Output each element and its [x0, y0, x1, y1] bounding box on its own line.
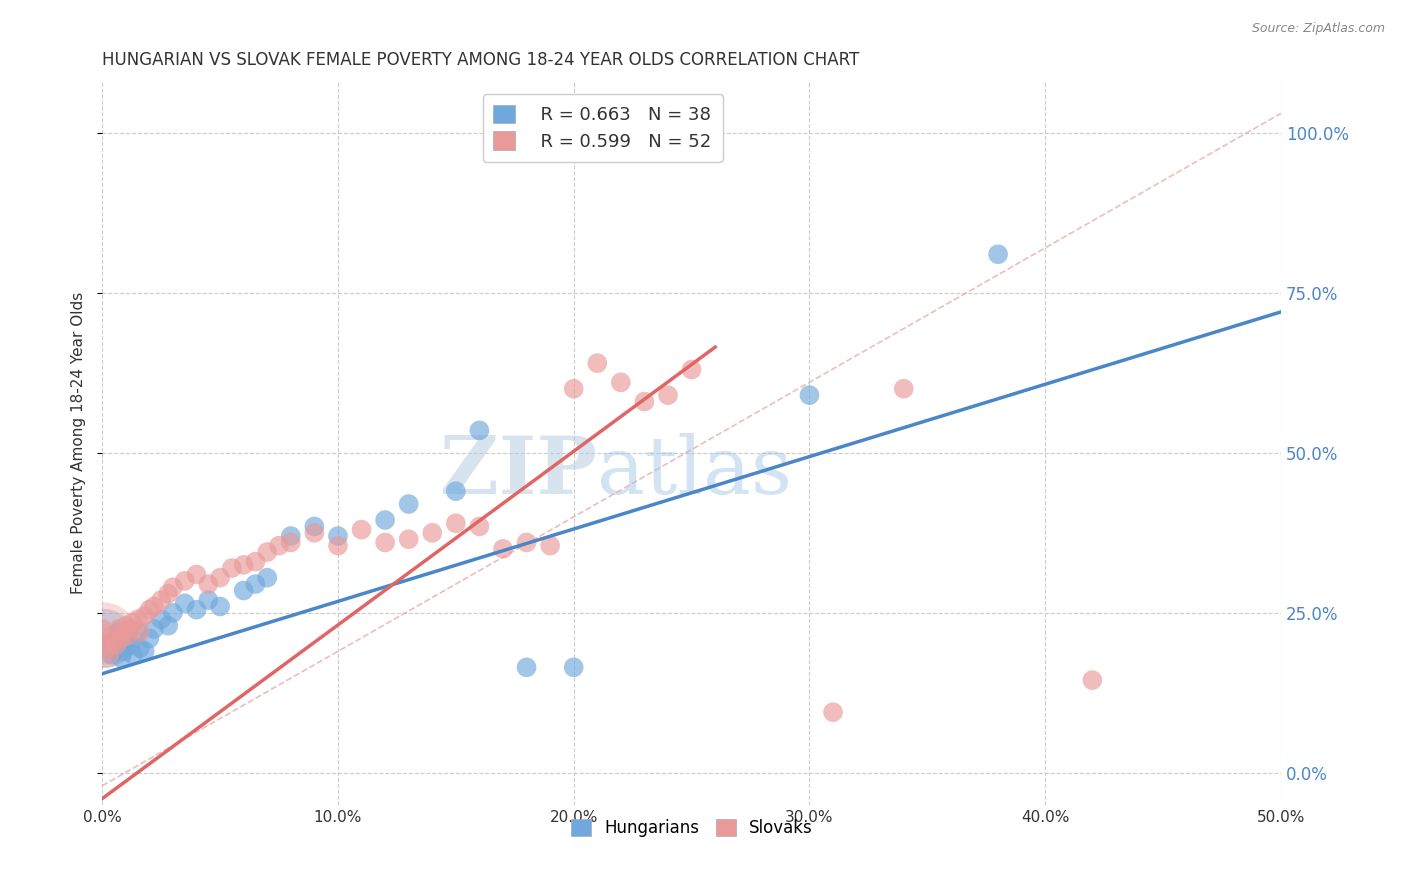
- Point: [120, 622, 142, 636]
- Point: [420, 525, 443, 540]
- Point: [138, 632, 160, 646]
- Point: [129, 641, 152, 656]
- Point: [107, 625, 129, 640]
- Point: [112, 625, 135, 640]
- Point: [799, 388, 821, 402]
- Point: [186, 603, 208, 617]
- Point: [143, 599, 166, 614]
- Point: [280, 535, 302, 549]
- Point: [987, 247, 1010, 261]
- Point: [209, 599, 232, 614]
- Point: [221, 561, 243, 575]
- Point: [1081, 673, 1104, 687]
- Point: [256, 571, 278, 585]
- Point: [91, 622, 114, 636]
- Y-axis label: Female Poverty Among 18-24 Year Olds: Female Poverty Among 18-24 Year Olds: [72, 292, 86, 594]
- Point: [468, 423, 491, 437]
- Point: [821, 705, 844, 719]
- Point: [197, 577, 219, 591]
- Point: [173, 596, 195, 610]
- Point: [280, 529, 302, 543]
- Point: [444, 516, 467, 531]
- Point: [516, 660, 538, 674]
- Point: [114, 632, 136, 646]
- Point: [120, 638, 142, 652]
- Point: [245, 577, 267, 591]
- Point: [110, 650, 132, 665]
- Point: [398, 533, 420, 547]
- Text: atlas: atlas: [598, 434, 793, 511]
- Point: [127, 625, 149, 640]
- Point: [444, 484, 467, 499]
- Point: [304, 525, 326, 540]
- Point: [256, 545, 278, 559]
- Text: HUNGARIAN VS SLOVAK FEMALE POVERTY AMONG 18-24 YEAR OLDS CORRELATION CHART: HUNGARIAN VS SLOVAK FEMALE POVERTY AMONG…: [103, 51, 859, 69]
- Point: [633, 394, 655, 409]
- Point: [134, 609, 156, 624]
- Point: [657, 388, 679, 402]
- Point: [162, 580, 184, 594]
- Point: [326, 539, 349, 553]
- Point: [150, 612, 173, 626]
- Point: [893, 382, 915, 396]
- Point: [350, 523, 373, 537]
- Point: [173, 574, 195, 588]
- Point: [326, 529, 349, 543]
- Point: [209, 571, 232, 585]
- Point: [107, 622, 129, 636]
- Text: Source: ZipAtlas.com: Source: ZipAtlas.com: [1251, 22, 1385, 36]
- Point: [516, 535, 538, 549]
- Point: [398, 497, 420, 511]
- Point: [143, 622, 166, 636]
- Point: [538, 539, 561, 553]
- Point: [103, 634, 125, 648]
- Point: [93, 628, 115, 642]
- Point: [114, 618, 136, 632]
- Point: [103, 638, 125, 652]
- Point: [150, 593, 173, 607]
- Point: [492, 541, 515, 556]
- Point: [374, 535, 396, 549]
- Point: [121, 648, 143, 662]
- Point: [121, 615, 143, 630]
- Point: [610, 376, 633, 390]
- Legend: Hungarians, Slovaks: Hungarians, Slovaks: [564, 813, 820, 844]
- Point: [232, 583, 254, 598]
- Point: [105, 641, 128, 656]
- Point: [138, 603, 160, 617]
- Point: [93, 638, 115, 652]
- Point: [586, 356, 609, 370]
- Text: ZIP: ZIP: [440, 434, 598, 511]
- Point: [562, 382, 585, 396]
- Point: [162, 606, 184, 620]
- Point: [134, 644, 156, 658]
- Point: [117, 628, 139, 642]
- Point: [105, 638, 128, 652]
- Point: [186, 567, 208, 582]
- Point: [157, 618, 180, 632]
- Point: [100, 648, 122, 662]
- Point: [681, 362, 703, 376]
- Point: [117, 628, 139, 642]
- Point: [157, 587, 180, 601]
- Point: [374, 513, 396, 527]
- Point: [93, 632, 115, 646]
- Point: [96, 641, 118, 656]
- Point: [468, 519, 491, 533]
- Point: [96, 638, 118, 652]
- Point: [267, 539, 290, 553]
- Point: [110, 632, 132, 646]
- Point: [129, 625, 152, 640]
- Point: [245, 555, 267, 569]
- Point: [232, 558, 254, 572]
- Point: [562, 660, 585, 674]
- Point: [304, 519, 326, 533]
- Point: [127, 612, 149, 626]
- Point: [100, 628, 122, 642]
- Point: [197, 593, 219, 607]
- Point: [98, 648, 121, 662]
- Point: [98, 641, 121, 656]
- Point: [112, 644, 135, 658]
